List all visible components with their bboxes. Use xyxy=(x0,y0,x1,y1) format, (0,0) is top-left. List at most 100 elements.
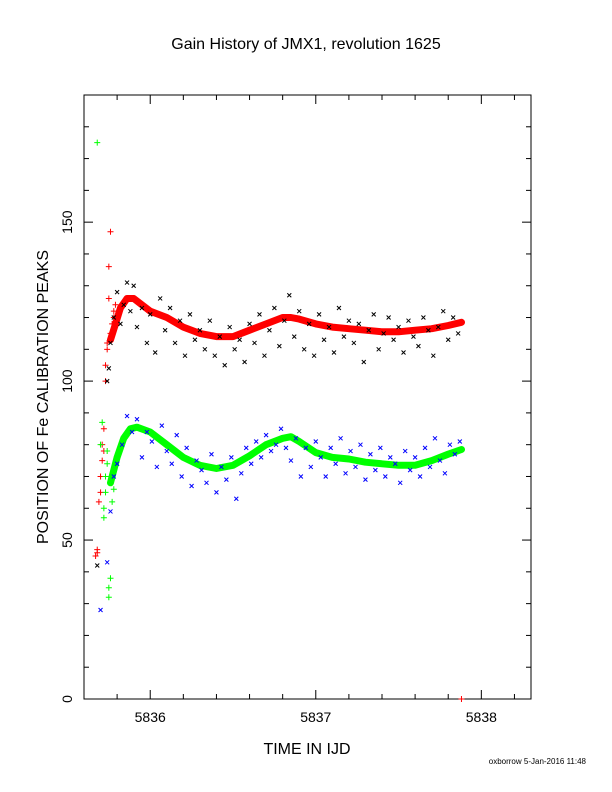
plus-marker xyxy=(107,228,114,235)
plus-marker xyxy=(104,339,111,346)
y-tick-label: 50 xyxy=(59,532,75,548)
plus-marker xyxy=(94,546,101,553)
plus-marker xyxy=(110,308,117,315)
cross-marker xyxy=(353,464,358,470)
cross-marker xyxy=(144,429,150,435)
cross-marker xyxy=(336,305,342,311)
plus-marker xyxy=(102,362,109,369)
cross-marker xyxy=(421,315,426,320)
plus-marker xyxy=(107,330,114,337)
cross-marker xyxy=(131,283,137,289)
cross-marker xyxy=(321,337,327,343)
cross-marker xyxy=(328,445,334,451)
cross-marker xyxy=(114,461,120,467)
cross-marker xyxy=(219,464,224,470)
plus-marker xyxy=(105,584,112,591)
plus-marker xyxy=(109,498,116,505)
cross-marker xyxy=(167,305,173,311)
cross-marker xyxy=(387,455,393,460)
cross-marker xyxy=(139,305,145,311)
footer-note: oxborrow 5-Jan-2016 11:48 xyxy=(488,757,586,766)
cross-marker xyxy=(227,324,233,330)
cross-marker xyxy=(98,607,103,613)
cross-marker xyxy=(306,321,312,327)
cross-marker xyxy=(149,439,155,444)
cross-marker xyxy=(111,474,117,479)
cross-marker xyxy=(427,464,433,470)
cross-marker xyxy=(199,467,204,473)
cross-marker xyxy=(396,324,401,330)
cross-marker xyxy=(159,423,165,428)
plus-marker xyxy=(104,448,111,455)
cross-marker xyxy=(402,448,408,454)
cross-marker xyxy=(252,340,257,346)
cross-marker xyxy=(111,315,117,320)
cross-marker xyxy=(248,461,254,467)
cross-marker xyxy=(94,563,100,568)
cross-marker xyxy=(202,346,208,352)
cross-marker xyxy=(129,429,135,435)
plus-marker xyxy=(100,425,107,432)
fit-curve xyxy=(107,295,465,344)
cross-marker xyxy=(283,445,289,451)
cross-marker xyxy=(224,477,229,483)
cross-marker xyxy=(326,324,332,330)
plus-marker xyxy=(458,696,465,702)
cross-marker xyxy=(361,359,367,365)
cross-marker xyxy=(437,458,443,463)
cross-marker xyxy=(333,461,338,467)
cross-marker xyxy=(104,378,110,384)
cross-marker xyxy=(440,308,446,314)
cross-marker xyxy=(262,353,267,359)
cross-marker xyxy=(114,289,120,295)
cross-marker xyxy=(134,324,140,330)
cross-marker xyxy=(147,311,153,317)
plus-marker xyxy=(99,419,106,426)
cross-marker xyxy=(356,321,362,327)
cross-marker xyxy=(382,474,388,479)
cross-marker xyxy=(106,366,112,371)
cross-marker xyxy=(401,350,406,355)
cross-marker xyxy=(124,280,130,285)
cross-marker xyxy=(358,442,363,448)
cross-marker xyxy=(179,474,185,479)
cross-marker xyxy=(278,426,284,432)
cross-marker xyxy=(363,477,368,483)
cross-marker xyxy=(212,353,218,359)
cross-marker xyxy=(313,439,319,444)
cross-marker xyxy=(311,353,317,359)
cross-marker xyxy=(192,337,198,343)
cross-marker xyxy=(318,455,324,460)
cross-marker xyxy=(263,432,269,438)
cross-marker xyxy=(457,439,463,444)
cross-marker xyxy=(169,461,175,467)
cross-marker xyxy=(207,318,213,324)
cross-marker xyxy=(331,350,337,355)
cross-marker xyxy=(209,451,214,457)
cross-marker xyxy=(377,445,383,451)
cross-marker xyxy=(232,346,238,352)
cross-marker xyxy=(197,327,203,333)
cross-marker xyxy=(217,334,223,339)
cross-marker xyxy=(435,324,441,330)
cross-marker xyxy=(242,359,247,365)
cross-marker xyxy=(152,350,158,355)
cross-marker xyxy=(450,315,456,320)
cross-marker xyxy=(228,455,234,460)
plus-marker xyxy=(100,505,107,512)
cross-marker xyxy=(272,305,277,311)
cross-marker xyxy=(189,483,194,489)
cross-marker xyxy=(291,334,297,339)
cross-marker xyxy=(338,435,343,441)
cross-marker xyxy=(432,435,438,441)
cross-marker xyxy=(134,416,140,422)
plus-marker xyxy=(97,441,104,448)
cross-marker xyxy=(118,321,123,327)
cross-marker xyxy=(303,445,309,451)
plus-marker xyxy=(105,263,112,270)
cross-marker xyxy=(204,480,209,486)
cross-marker xyxy=(351,340,357,346)
cross-marker xyxy=(422,445,428,451)
cross-marker xyxy=(104,559,110,565)
cross-marker xyxy=(288,458,294,463)
